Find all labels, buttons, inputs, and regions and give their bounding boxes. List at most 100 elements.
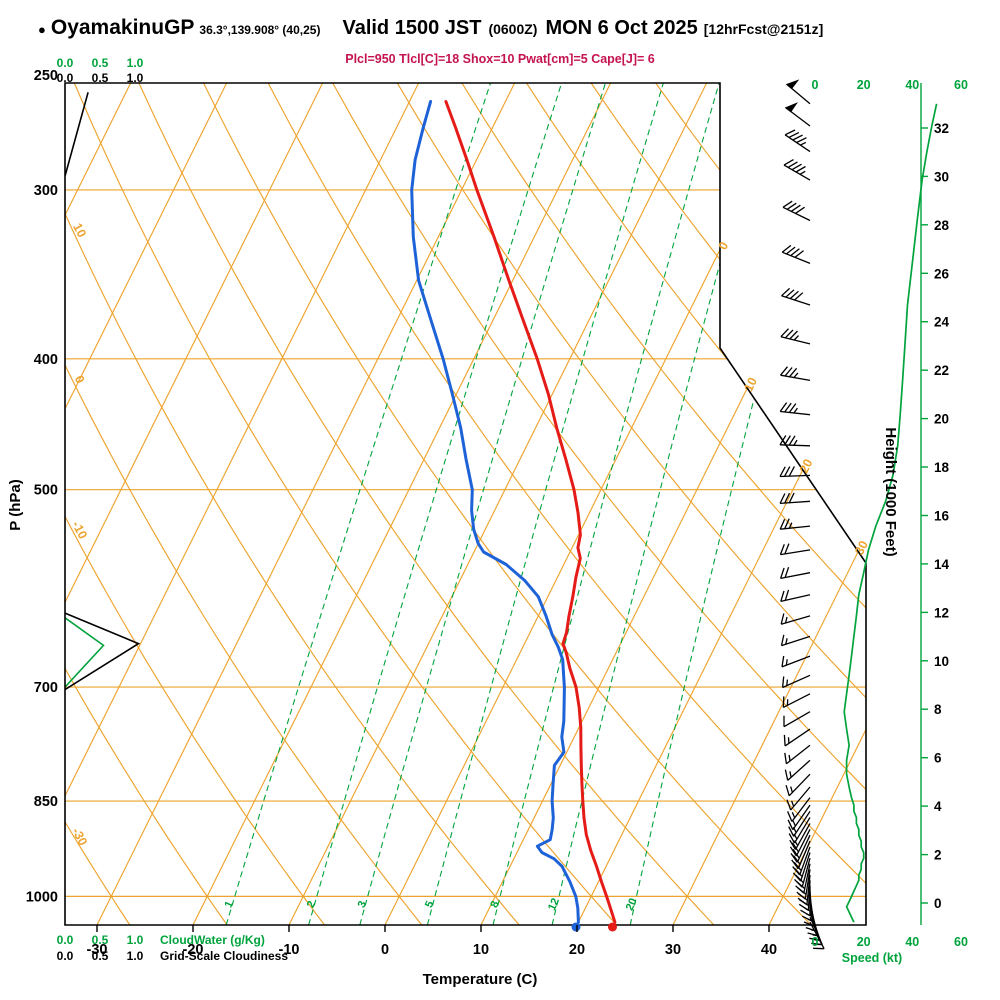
svg-text:Speed (kt): Speed (kt) bbox=[842, 951, 902, 965]
svg-text:22: 22 bbox=[934, 363, 949, 378]
svg-text:12: 12 bbox=[546, 896, 562, 912]
svg-text:20: 20 bbox=[624, 896, 640, 912]
valid-time-utc: (0600Z) bbox=[488, 21, 538, 37]
cloudiness-curve bbox=[65, 92, 89, 177]
svg-text:3: 3 bbox=[356, 899, 369, 909]
svg-text:24: 24 bbox=[934, 315, 950, 330]
valid-time: Valid 1500 JST bbox=[342, 17, 482, 39]
svg-text:0.5: 0.5 bbox=[92, 56, 109, 70]
svg-text:28: 28 bbox=[934, 218, 950, 233]
svg-text:40: 40 bbox=[905, 935, 919, 949]
svg-text:26: 26 bbox=[934, 266, 950, 281]
station-coordinates: 36.3°,139.908° (40,25) bbox=[199, 23, 321, 37]
svg-text:8: 8 bbox=[934, 702, 942, 717]
svg-text:1.0: 1.0 bbox=[127, 949, 144, 963]
cloudiness-curve bbox=[65, 612, 141, 691]
svg-text:0: 0 bbox=[72, 373, 88, 386]
svg-text:40: 40 bbox=[905, 78, 919, 92]
svg-text:4: 4 bbox=[934, 799, 942, 814]
svg-text:10: 10 bbox=[473, 942, 489, 958]
svg-text:20: 20 bbox=[857, 78, 871, 92]
cloudwater-curve bbox=[65, 617, 105, 688]
valid-date: MON 6 Oct 2025 bbox=[545, 17, 698, 39]
svg-text:32: 32 bbox=[934, 121, 949, 136]
svg-text:250: 250 bbox=[34, 68, 58, 84]
svg-text:Grid-Scale Cloudiness: Grid-Scale Cloudiness bbox=[160, 949, 288, 963]
svg-text:Temperature (C): Temperature (C) bbox=[423, 971, 538, 988]
forecast-info: [12hrFcst@2151z] bbox=[703, 21, 824, 37]
svg-text:2: 2 bbox=[934, 848, 942, 863]
svg-text:18: 18 bbox=[934, 460, 950, 475]
stability-indices: Plcl=950 Tlcl[C]=18 Shox=10 Pwat[cm]=5 C… bbox=[345, 52, 655, 66]
svg-text:0: 0 bbox=[812, 78, 819, 92]
svg-text:0.0: 0.0 bbox=[57, 71, 74, 85]
svg-text:10: 10 bbox=[934, 654, 949, 669]
wind-barbs bbox=[779, 79, 825, 950]
svg-text:20: 20 bbox=[857, 935, 871, 949]
svg-text:P (hPa): P (hPa) bbox=[7, 479, 24, 530]
svg-text:20: 20 bbox=[569, 942, 585, 958]
svg-text:1.0: 1.0 bbox=[127, 71, 144, 85]
svg-text:2: 2 bbox=[305, 899, 318, 909]
svg-text:30: 30 bbox=[665, 942, 681, 958]
svg-text:0: 0 bbox=[381, 942, 389, 958]
svg-text:-20: -20 bbox=[183, 942, 204, 958]
svg-text:1.0: 1.0 bbox=[127, 933, 144, 947]
svg-text:400: 400 bbox=[34, 352, 58, 368]
svg-text:300: 300 bbox=[34, 183, 58, 199]
svg-text:5: 5 bbox=[423, 899, 436, 909]
svg-text:20: 20 bbox=[934, 412, 949, 427]
chart-header: ● OyamakinuGP 36.3°,139.908° (40,25) Val… bbox=[38, 16, 978, 40]
svg-text:500: 500 bbox=[34, 483, 58, 499]
station-name: OyamakinuGP bbox=[50, 16, 195, 39]
svg-text:0.0: 0.0 bbox=[57, 933, 74, 947]
svg-text:-30: -30 bbox=[87, 942, 108, 958]
svg-text:16: 16 bbox=[934, 509, 950, 524]
surface-dewpoint-dot bbox=[571, 922, 581, 932]
svg-text:-10: -10 bbox=[279, 942, 300, 958]
svg-text:0.0: 0.0 bbox=[57, 56, 74, 70]
mixing-ratio-lines bbox=[225, 83, 836, 925]
svg-text:10: 10 bbox=[741, 375, 760, 394]
svg-text:0: 0 bbox=[716, 240, 732, 252]
svg-text:12: 12 bbox=[934, 605, 949, 620]
svg-text:40: 40 bbox=[761, 942, 777, 958]
plot-border bbox=[64, 82, 867, 926]
svg-text:30: 30 bbox=[934, 169, 949, 184]
cloud-scales: 0.00.00.00.00.50.50.50.51.01.01.01.0Clou… bbox=[57, 56, 289, 963]
station-bullet-icon: ● bbox=[38, 22, 46, 37]
cloud-profiles bbox=[65, 92, 141, 691]
svg-text:0.5: 0.5 bbox=[92, 933, 109, 947]
svg-text:6: 6 bbox=[934, 751, 942, 766]
svg-text:0.5: 0.5 bbox=[92, 949, 109, 963]
svg-text:0: 0 bbox=[934, 896, 942, 911]
svg-text:60: 60 bbox=[954, 78, 968, 92]
svg-text:1: 1 bbox=[223, 899, 236, 909]
svg-text:Height (1000 Feet): Height (1000 Feet) bbox=[882, 427, 899, 556]
svg-text:10: 10 bbox=[70, 221, 89, 240]
surface-temperature-dot bbox=[608, 922, 617, 932]
svg-text:850: 850 bbox=[34, 794, 58, 810]
wind-speed-curve bbox=[843, 103, 938, 923]
svg-text:1.0: 1.0 bbox=[127, 56, 144, 70]
svg-text:CloudWater (g/Kg): CloudWater (g/Kg) bbox=[160, 933, 265, 947]
svg-text:0: 0 bbox=[812, 935, 819, 949]
svg-text:0.0: 0.0 bbox=[57, 949, 74, 963]
svg-text:20: 20 bbox=[797, 457, 816, 476]
svg-text:-30: -30 bbox=[69, 825, 90, 848]
svg-text:14: 14 bbox=[934, 557, 950, 572]
dewpoint-curve bbox=[410, 100, 580, 924]
svg-text:0.5: 0.5 bbox=[92, 71, 109, 85]
svg-text:-10: -10 bbox=[69, 519, 90, 542]
svg-text:8: 8 bbox=[488, 899, 501, 909]
temperature-curve bbox=[444, 100, 617, 924]
svg-text:60: 60 bbox=[954, 935, 968, 949]
svg-text:1000: 1000 bbox=[26, 889, 58, 905]
skewt-gridlines bbox=[65, 83, 866, 925]
svg-text:700: 700 bbox=[34, 680, 58, 696]
